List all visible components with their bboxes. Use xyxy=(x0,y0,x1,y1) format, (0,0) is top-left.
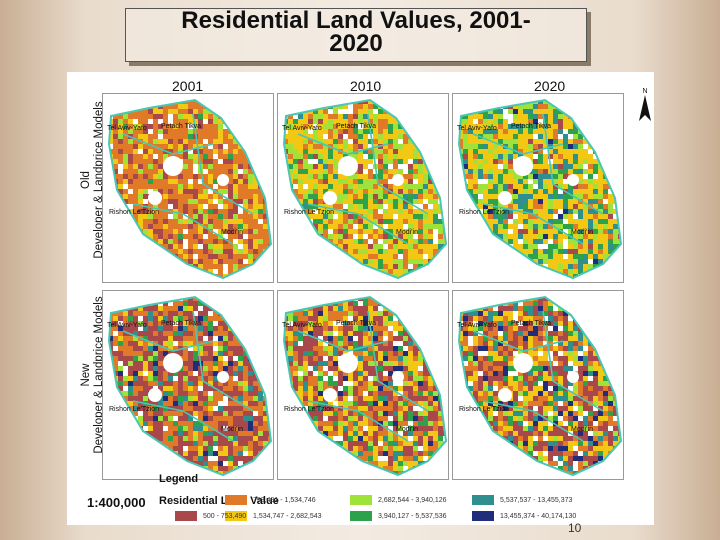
map-panel-new-2010: Tel Aviv-Yafo Petach Tikva Rishon Le'Tzion… xyxy=(277,290,449,480)
legend-class-6: 13,455,374 - 40,174,130 xyxy=(472,511,576,521)
label-rishon: Rishon Le'Tzion xyxy=(459,209,509,216)
legend-swatch xyxy=(350,511,372,521)
choropleth-map: Tel Aviv-Yafo Petach Tikva Rishon Le'Tzion… xyxy=(282,295,448,477)
legend-label: 5,537,537 - 13,455,373 xyxy=(500,496,573,504)
legend-swatch xyxy=(472,511,494,521)
row-label-old-line1: Old xyxy=(80,171,92,189)
choropleth-map: Tel Aviv-Yafo Petach Tikva Rishon Le'Tzion… xyxy=(107,295,273,477)
slide-title: Residential Land Values, 2001- 2020 xyxy=(125,8,587,62)
map-scale: 1:400,000 xyxy=(87,495,146,510)
legend-swatch xyxy=(350,495,372,505)
legend-class-5: 5,537,537 - 13,455,373 xyxy=(472,495,572,505)
label-modiin: Modi'in xyxy=(571,229,593,236)
page-number: 10 xyxy=(568,521,582,535)
choropleth-map: Tel Aviv-Yafo Petach Tikva Rishon Le'Tzion… xyxy=(457,98,623,280)
legend-swatch xyxy=(225,495,247,505)
legend-class-2: 1,534,747 - 2,682,543 xyxy=(225,511,322,521)
label-tel-aviv: Tel Aviv-Yafo xyxy=(282,125,322,132)
legend-label: 13,455,374 - 40,174,130 xyxy=(500,512,577,520)
label-modiin: Modi'in xyxy=(221,229,243,236)
label-petach-tikva: Petach Tikva xyxy=(336,320,376,327)
row-label-new-line1: New xyxy=(80,363,92,387)
legend-label: 500 - 753,490 xyxy=(203,512,247,520)
year-label-2010: 2010 xyxy=(350,78,382,94)
label-modiin: Modi'in xyxy=(396,426,418,433)
label-petach-tikva: Petach Tikva xyxy=(336,123,376,130)
north-label: N xyxy=(642,88,648,95)
map-panel-new-2020: Tel Aviv-Yafo Petach Tikva Rishon Le'Tzion… xyxy=(452,290,624,480)
slide-title-line2: 2020 xyxy=(329,30,383,57)
map-panel-old-2001: Tel Aviv-Yafo Petach Tikva Rishon Le'Tzion… xyxy=(102,93,274,283)
label-tel-aviv: Tel Aviv-Yafo xyxy=(282,322,322,329)
label-tel-aviv: Tel Aviv-Yafo xyxy=(457,322,497,329)
legend-label: 753,491 - 1,534,746 xyxy=(253,496,316,504)
label-tel-aviv: Tel Aviv-Yafo xyxy=(457,125,497,132)
legend-items: 753,491 - 1,534,746 1,534,747 - 2,682,543… xyxy=(175,495,647,525)
legend-subtitle: Residential Land Value xyxy=(159,495,279,507)
legend-swatch xyxy=(225,511,247,521)
label-tel-aviv: Tel Aviv-Yafo xyxy=(107,322,147,329)
label-petach-tikva: Petach Tikva xyxy=(511,123,551,130)
label-rishon: Rishon Le'Tzion xyxy=(109,406,159,413)
map-figure: 2001 2010 2020 Old Developer & Landprice… xyxy=(67,72,654,525)
label-petach-tikva: Petach Tikva xyxy=(511,320,551,327)
north-arrow: N xyxy=(637,88,653,128)
legend-class-3: 2,682,544 - 3,940,126 xyxy=(350,495,447,505)
label-modiin: Modi'in xyxy=(221,426,243,433)
label-rishon: Rishon Le'Tzion xyxy=(284,209,334,216)
slide-title-line1: Residential Land Values, 2001- xyxy=(181,7,531,34)
label-petach-tikva: Petach Tikva xyxy=(161,123,201,130)
legend-label: 1,534,747 - 2,682,543 xyxy=(253,512,322,520)
legend-swatch xyxy=(175,511,197,521)
choropleth-map: Tel Aviv-Yafo Petach Tikva Rishon Le'Tzion… xyxy=(457,295,623,477)
legend-swatch xyxy=(472,495,494,505)
legend-label: 3,940,127 - 5,537,536 xyxy=(378,512,447,520)
label-rishon: Rishon Le'Tzion xyxy=(109,209,159,216)
year-label-2001: 2001 xyxy=(172,78,204,94)
year-label-2020: 2020 xyxy=(534,78,566,94)
legend-title: Legend xyxy=(159,473,199,485)
legend-label: 2,682,544 - 3,940,126 xyxy=(378,496,447,504)
choropleth-map: Tel Aviv-Yafo Petach Tikva Rishon Le'Tzion… xyxy=(282,98,448,280)
legend-class-4: 3,940,127 - 5,537,536 xyxy=(350,511,447,521)
label-tel-aviv: Tel Aviv-Yafo xyxy=(107,125,147,132)
map-panel-old-2010: Tel Aviv-Yafo Petach Tikva Rishon Le'Tzion… xyxy=(277,93,449,283)
choropleth-map: Tel Aviv-Yafo Petach Tikva Rishon Le'Tzion… xyxy=(107,98,273,280)
label-rishon: Rishon Le'Tzion xyxy=(284,406,334,413)
legend-class-1: 753,491 - 1,534,746 xyxy=(225,495,316,505)
label-modiin: Modi'in xyxy=(396,229,418,236)
label-modiin: Modi'in xyxy=(571,426,593,433)
label-rishon: Rishon Le'Tzion xyxy=(459,406,509,413)
north-arrow-icon xyxy=(639,95,651,121)
legend-class-0: 500 - 753,490 xyxy=(175,511,246,521)
map-panel-old-2020: Tel Aviv-Yafo Petach Tikva Rishon Le'Tzion… xyxy=(452,93,624,283)
map-panel-new-2001: Tel Aviv-Yafo Petach Tikva Rishon Le'Tzion… xyxy=(102,290,274,480)
label-petach-tikva: Petach Tikva xyxy=(161,320,201,327)
